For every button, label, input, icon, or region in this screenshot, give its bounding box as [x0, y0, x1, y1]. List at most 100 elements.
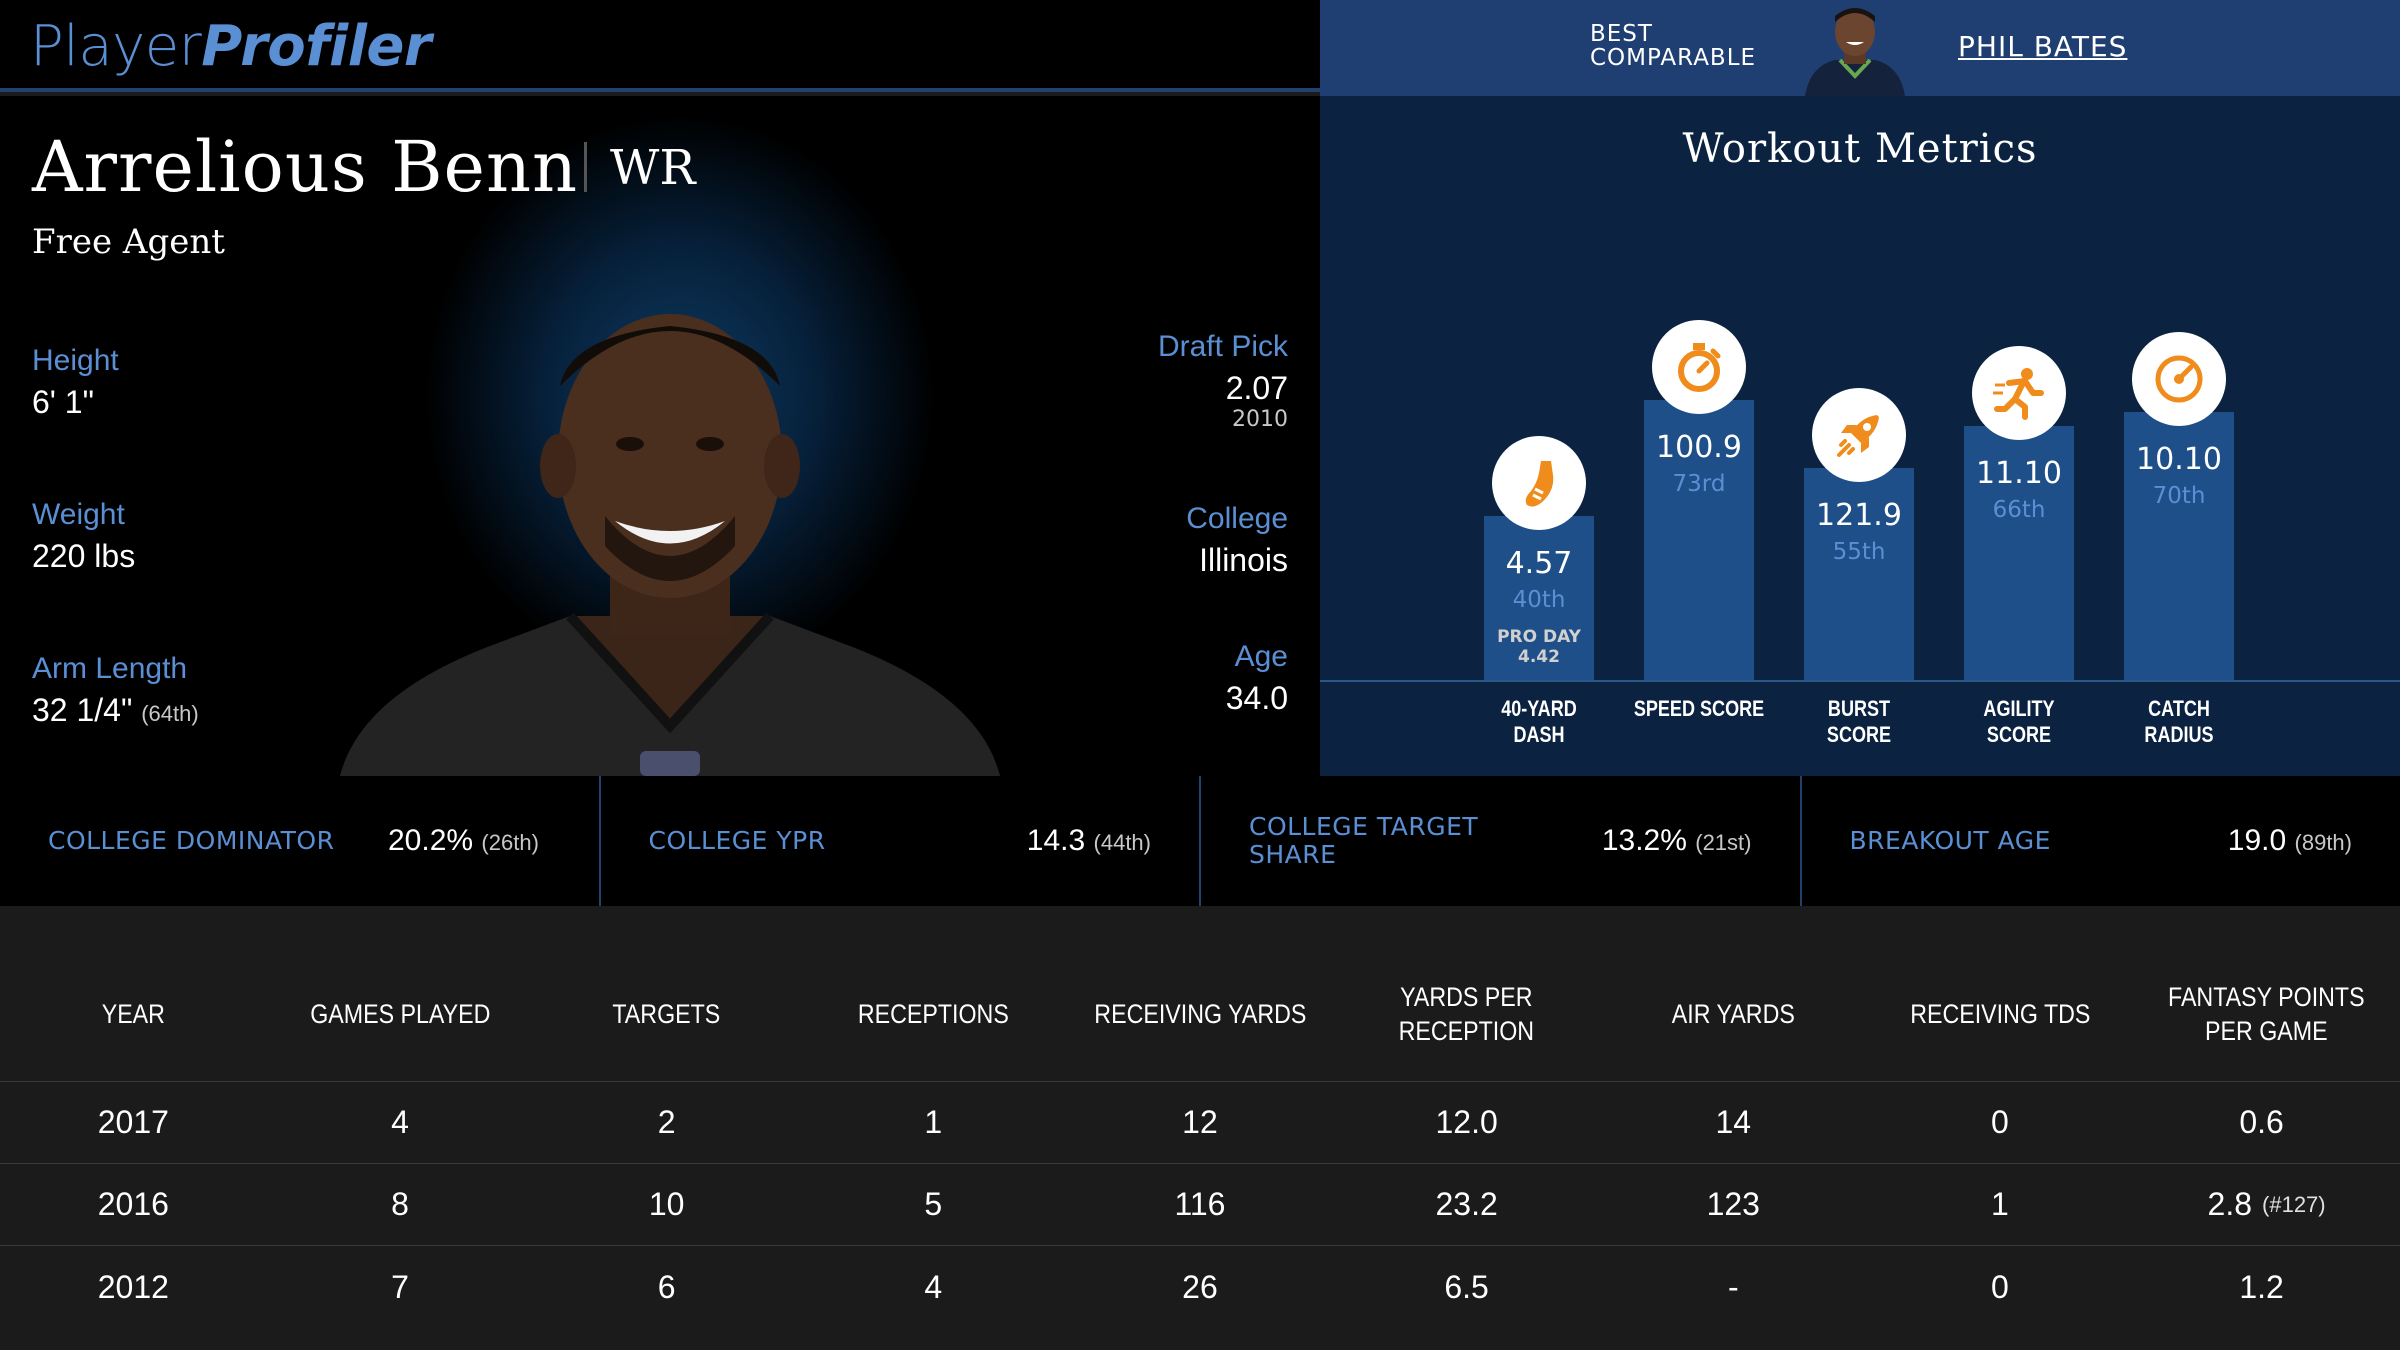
metric-bar-speed-score[interactable]: 100.9 73rd: [1644, 400, 1754, 680]
cell-receiving-yards: 12: [1182, 1104, 1218, 1140]
cell-fantasy-ppg: 2.8 (#127): [2207, 1186, 2326, 1222]
name-divider: [584, 142, 587, 192]
metric-value: 4.57: [1505, 546, 1573, 581]
metric-value: 10.10: [2136, 442, 2222, 477]
table-row: 2012 7 6 4 26 6.5 - 0 1.2: [0, 1246, 2400, 1328]
cell-air-yards: 14: [1715, 1104, 1752, 1140]
cell-receiving-tds: 0: [1991, 1104, 2009, 1140]
metric-percentile: 55th: [1832, 539, 1886, 565]
table-row: 2017 4 2 1 12 12.0 14 0 0.6: [0, 1082, 2400, 1164]
height-value: 6' 1": [32, 384, 94, 420]
college-target-share-label: COLLEGE TARGET SHARE: [1249, 812, 1479, 869]
column-header[interactable]: GAMES PLAYED: [309, 998, 491, 1029]
cell-year: 2017: [97, 1104, 169, 1140]
age-label: Age: [1234, 640, 1288, 673]
shoe-icon: [1492, 436, 1586, 530]
breakout-age-value: 19.0 (89th): [2227, 824, 2352, 857]
draft-pick-stat: Draft Pick 2.07 2010: [1158, 330, 1288, 432]
cell-air-yards: -: [1727, 1268, 1739, 1305]
arm-length-rank: (64th): [141, 701, 199, 726]
cell-receptions: 4: [924, 1268, 943, 1305]
column-header[interactable]: RECEIVING TDS: [1909, 998, 2091, 1029]
college-dominator-cell: COLLEGE DOMINATOR 20.2% (26th): [0, 776, 601, 906]
metric-label-burst-score: BURST SCORE: [1826, 696, 1892, 747]
cell-receiving-yards: 116: [1174, 1186, 1226, 1222]
rocket-icon: [1812, 388, 1906, 482]
metric-value: 11.10: [1976, 456, 2062, 491]
college-target-share-value: 13.2% (21st): [1601, 824, 1752, 857]
runner-icon: [1972, 346, 2066, 440]
comparable-player-photo: [1805, 8, 1905, 96]
cell-air-yards: 123: [1706, 1186, 1760, 1222]
best-comparable-label: BEST COMPARABLE: [1590, 21, 1757, 71]
stopwatch-icon: [1652, 320, 1746, 414]
college-stats-strip: COLLEGE DOMINATOR 20.2% (26th) COLLEGE Y…: [0, 776, 2400, 906]
height-label: Height: [32, 344, 119, 377]
site-header: PlayerProfiler: [0, 0, 1320, 92]
playerprofiler-logo[interactable]: PlayerProfiler: [30, 14, 432, 79]
column-header[interactable]: YEAR: [101, 998, 165, 1029]
cell-receiving-tds: 0: [1991, 1268, 2009, 1305]
metric-bar-burst-score[interactable]: 121.9 55th: [1804, 468, 1914, 680]
table-header-row: YEAR GAMES PLAYED TARGETS RECEPTIONS REC…: [0, 946, 2400, 1082]
column-header[interactable]: RECEPTIONS: [857, 998, 1009, 1029]
cell-receiving-tds: 1: [1991, 1186, 2009, 1222]
logo-part-player: Player: [30, 14, 202, 79]
metric-label-40-yard: 40-YARD DASH: [1501, 696, 1577, 747]
column-header[interactable]: AIR YARDS: [1671, 998, 1795, 1029]
column-header[interactable]: FANTASY POINTS PER GAME: [2168, 981, 2365, 1046]
cell-receiving-yards: 26: [1182, 1268, 1218, 1305]
target-icon: [2132, 332, 2226, 426]
cell-targets: 2: [657, 1104, 676, 1140]
metric-bar-catch-radius[interactable]: 10.10 70th: [2124, 412, 2234, 680]
breakout-age-cell: BREAKOUT AGE 19.0 (89th): [1802, 776, 2400, 906]
cell-receptions: 5: [924, 1186, 943, 1222]
breakout-age-rank: (89th): [2294, 830, 2352, 855]
college-dominator-value: 20.2% (26th): [388, 824, 539, 857]
arm-length-value-row: 32 1/4" (64th): [32, 692, 199, 729]
age-stat: Age 34.0: [1226, 640, 1288, 717]
college-ypr-value: 14.3 (44th): [1026, 824, 1151, 857]
column-header[interactable]: RECEIVING YARDS: [1093, 998, 1306, 1029]
arm-length-value: 32 1/4": [32, 692, 133, 728]
cell-ypr: 12.0: [1435, 1104, 1498, 1140]
draft-pick-value: 2.07: [1225, 370, 1288, 406]
pro-day-block: PRO DAY 4.42: [1484, 627, 1594, 667]
pro-day-value: 4.42: [1518, 647, 1560, 667]
metric-bar-40-yard[interactable]: 4.57 40th PRO DAY 4.42: [1484, 516, 1594, 680]
metric-percentile: 73rd: [1672, 471, 1726, 497]
arm-length-label: Arm Length: [32, 652, 188, 685]
arm-length-stat: Arm Length 32 1/4" (64th): [32, 652, 199, 729]
college-ypr-cell: COLLEGE YPR 14.3 (44th): [601, 776, 1201, 906]
cell-games: 8: [391, 1186, 409, 1222]
cell-targets: 6: [657, 1268, 676, 1305]
metric-label-agility-score: AGILITY SCORE: [1983, 696, 2055, 747]
metric-bar-agility-score[interactable]: 11.10 66th: [1964, 426, 2074, 680]
college-target-share-cell: COLLEGE TARGET SHARE 13.2% (21st): [1201, 776, 1802, 906]
column-header[interactable]: YARDS PER RECEPTION: [1398, 981, 1535, 1046]
cell-games: 4: [391, 1104, 409, 1140]
best-comparable-bar: BEST COMPARABLE PHIL BATES: [1320, 0, 2400, 96]
weight-value: 220 lbs: [32, 538, 136, 574]
metric-value: 100.9: [1656, 430, 1742, 465]
cell-year: 2012: [97, 1268, 169, 1305]
table-row: 2016 8 10 5 116 23.2 123 1 2.8 (#127): [0, 1164, 2400, 1246]
player-photo: [340, 314, 1000, 776]
player-team: Free Agent: [32, 222, 225, 262]
workout-metrics-title: Workout Metrics: [1682, 126, 2038, 172]
metric-label-speed-score: SPEED SCORE: [1633, 696, 1765, 721]
metric-value: 121.9: [1816, 498, 1902, 533]
draft-pick-label: Draft Pick: [1157, 330, 1288, 363]
column-header[interactable]: TARGETS: [612, 998, 721, 1029]
cell-games: 7: [391, 1268, 409, 1305]
age-value: 34.0: [1225, 680, 1288, 716]
college-ypr-label: COLLEGE YPR: [648, 826, 826, 855]
breakout-age-label: BREAKOUT AGE: [1849, 826, 2051, 855]
cell-ypr: 6.5: [1444, 1268, 1489, 1305]
weight-stat: Weight 220 lbs: [32, 498, 135, 575]
college-dominator-rank: (26th): [481, 830, 539, 855]
comparable-player-link[interactable]: PHIL BATES: [1958, 30, 2128, 63]
college-target-share-rank: (21st): [1695, 830, 1752, 855]
logo-part-profiler: Profiler: [201, 14, 432, 79]
